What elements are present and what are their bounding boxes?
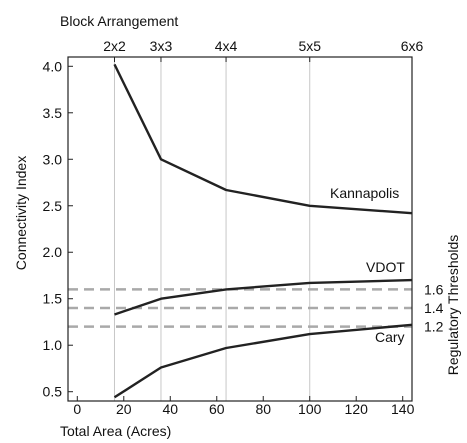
x-tick-label: 100: [298, 401, 322, 417]
series-lines: [113, 63, 413, 399]
series-labels: Kannapolis VDOT Cary: [330, 185, 405, 345]
top-tick-label: 6x6: [401, 38, 424, 54]
x-tick-label: 20: [116, 401, 132, 417]
series-line-kannapolis: [113, 63, 413, 215]
top-tick-label: 5x5: [298, 38, 321, 54]
y-tick-label: 2.0: [43, 244, 63, 260]
right-axis-label: Regulatory Thresholds: [445, 235, 461, 376]
plot-frame: [67, 56, 413, 402]
x-tick-label: 0: [73, 401, 81, 417]
series-label-kannapolis: Kannapolis: [330, 185, 399, 201]
x-tick-label: 80: [255, 401, 271, 417]
y-tick-label: 3.0: [43, 151, 63, 167]
axis-ticks: 2x2 3x3 4x4 5x5 6x6 0 20 40 60 80 100 120 140 0.5 1.0 1…: [43, 38, 424, 417]
x-tick-label: 120: [345, 401, 369, 417]
y-tick-label: 1.5: [43, 291, 63, 307]
series-label-vdot: VDOT: [366, 259, 405, 275]
threshold-lines: 1.6 1.4 1.2: [68, 281, 444, 335]
top-tick-label: 4x4: [215, 38, 238, 54]
grid-lines: [113, 57, 413, 401]
y-axis-label: Connectivity Index: [13, 156, 29, 270]
y-tick-label: 1.0: [43, 337, 63, 353]
x-tick-label: 60: [209, 401, 225, 417]
y-tick-label: 4.0: [43, 58, 63, 74]
series-line-vdot: [114, 278, 413, 316]
threshold-label: 1.6: [424, 281, 444, 297]
threshold-label: 1.4: [424, 300, 444, 316]
top-tick-label: 2x2: [103, 38, 126, 54]
x-tick-label: 40: [162, 401, 178, 417]
x-tick-label: 140: [391, 401, 415, 417]
top-tick-label: 3x3: [150, 38, 173, 54]
series-label-cary: Cary: [375, 329, 405, 345]
y-tick-label: 3.5: [43, 105, 63, 121]
y-tick-label: 0.5: [43, 384, 63, 400]
series-line-cary: [113, 323, 413, 399]
y-tick-label: 2.5: [43, 198, 63, 214]
top-axis-title: Block Arrangement: [60, 13, 178, 29]
x-axis-label: Total Area (Acres): [60, 423, 171, 439]
threshold-label: 1.2: [424, 319, 444, 335]
